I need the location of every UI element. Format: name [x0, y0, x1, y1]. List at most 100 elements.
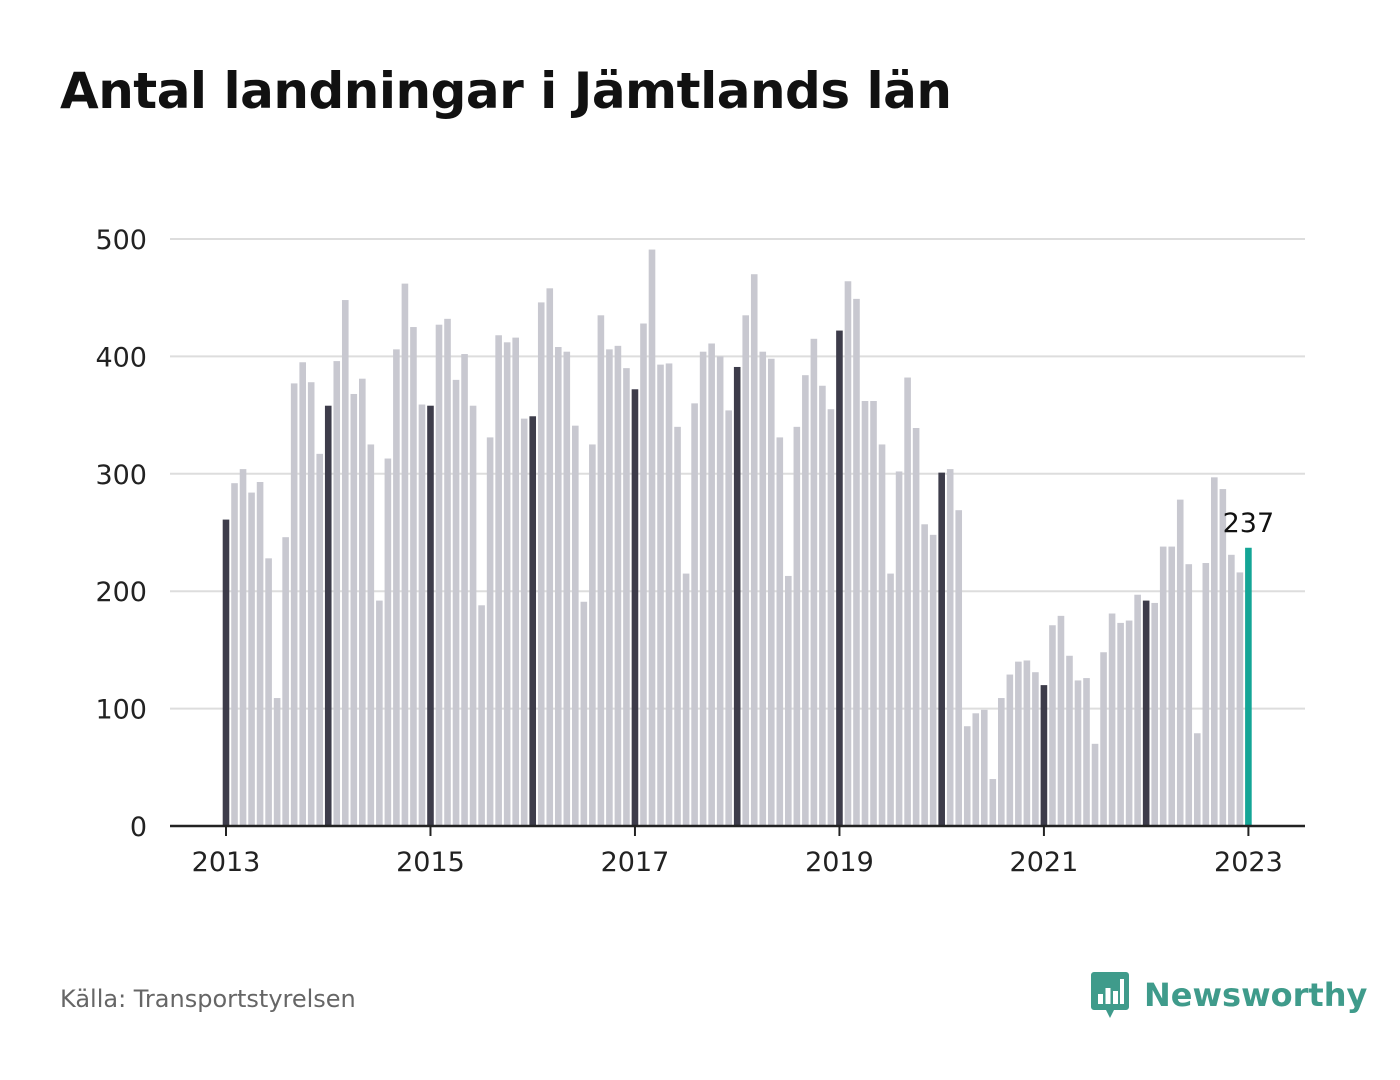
bar	[929, 534, 937, 826]
bar	[904, 377, 911, 826]
bar	[282, 537, 289, 826]
bar	[572, 425, 579, 826]
y-tick-label: 200	[95, 577, 147, 608]
bar	[427, 405, 434, 826]
bar	[486, 437, 494, 826]
bar	[648, 249, 656, 827]
bar	[333, 361, 341, 826]
bar	[1100, 652, 1107, 826]
bar	[1228, 554, 1235, 826]
bar	[836, 330, 843, 826]
bar	[853, 298, 860, 826]
bar	[1236, 572, 1244, 826]
bar	[239, 469, 247, 826]
bar	[461, 354, 468, 826]
y-tick-label: 500	[95, 225, 147, 256]
source-note: Källa: Transportstyrelsen	[60, 985, 356, 1013]
bar	[520, 418, 528, 826]
bar	[418, 404, 426, 826]
bar-chart: 0 100 200 300 400 500 2013 2015 2017 2019 2021 2023…	[95, 225, 1305, 878]
bar	[299, 362, 306, 826]
axes	[170, 824, 1305, 836]
bar	[946, 469, 954, 826]
bar	[699, 351, 707, 826]
bar	[938, 472, 945, 826]
bar	[554, 347, 562, 826]
bar	[887, 573, 894, 826]
bar	[1125, 620, 1133, 826]
bar	[1151, 602, 1158, 826]
bar	[767, 358, 775, 826]
bar	[367, 444, 375, 826]
bar	[350, 393, 358, 826]
bar	[401, 283, 409, 826]
bar	[359, 378, 366, 826]
x-tick-label: 2023	[1214, 847, 1283, 878]
bar	[733, 366, 741, 826]
x-tick-label: 2017	[601, 847, 670, 878]
bar	[222, 519, 230, 826]
labels: 0 100 200 300 400 500 2013 2015 2017 2019 2021 2023…	[95, 225, 1282, 878]
bar	[1142, 600, 1150, 826]
bar	[998, 698, 1005, 826]
bar	[265, 558, 272, 826]
bar	[631, 389, 639, 826]
bars	[222, 249, 1252, 827]
bar	[1108, 613, 1116, 826]
bar	[844, 281, 852, 826]
bar	[708, 343, 715, 826]
bar	[1074, 680, 1082, 826]
bar	[316, 453, 324, 826]
bar	[537, 302, 545, 826]
bar	[597, 315, 605, 826]
bar	[1083, 678, 1090, 826]
bar	[776, 437, 784, 826]
bar	[273, 698, 281, 826]
bar	[444, 318, 451, 826]
bar	[682, 573, 690, 826]
bar	[307, 382, 315, 826]
bar	[989, 779, 997, 826]
y-tick-label: 100	[95, 695, 147, 726]
bar	[870, 401, 877, 826]
bar	[1193, 733, 1201, 826]
bar	[1091, 743, 1099, 826]
chart-title: Antal landningar i Jämtlands län	[60, 62, 952, 120]
bar	[980, 709, 988, 826]
bar	[435, 324, 443, 826]
bar	[1057, 615, 1065, 826]
bar	[878, 444, 886, 826]
newsworthy-logo-icon	[1091, 972, 1129, 1018]
bar	[231, 483, 238, 826]
x-tick-label: 2019	[805, 847, 874, 878]
bar	[614, 345, 622, 826]
bar	[1023, 660, 1031, 826]
bar	[256, 482, 264, 826]
bar	[1015, 661, 1022, 826]
bar	[793, 426, 801, 826]
brand-logo: Newsworthy	[1090, 970, 1367, 1020]
bar	[1117, 622, 1124, 826]
bar	[589, 444, 596, 826]
bar	[529, 416, 537, 826]
bar	[512, 337, 519, 826]
bar	[1211, 477, 1218, 826]
bar	[495, 335, 502, 826]
bar	[478, 605, 485, 826]
bar	[1049, 625, 1056, 826]
bar	[1202, 563, 1210, 826]
bar	[324, 405, 332, 826]
bar	[1219, 489, 1227, 826]
bar	[580, 601, 588, 826]
bar	[963, 726, 971, 826]
brand-name: Newsworthy	[1144, 976, 1368, 1014]
y-tick-label: 0	[130, 812, 147, 843]
bar	[1006, 674, 1014, 826]
bar	[469, 405, 477, 826]
bar	[1176, 499, 1184, 826]
bar	[725, 410, 732, 826]
latest-value-label: 237	[1223, 508, 1275, 539]
bar	[827, 409, 835, 826]
bar	[1245, 547, 1252, 826]
bar	[742, 315, 750, 826]
